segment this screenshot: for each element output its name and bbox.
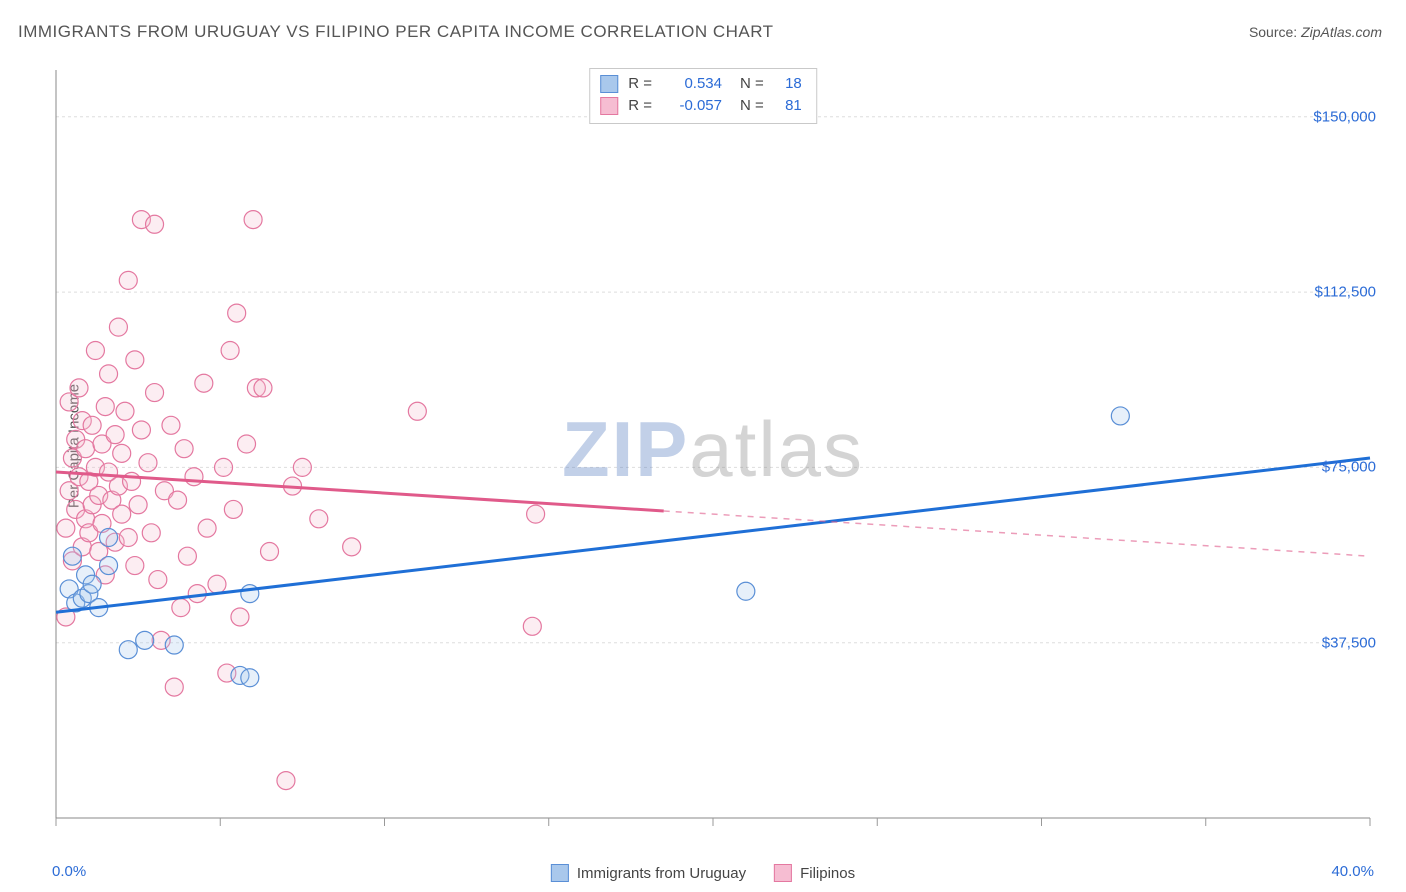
- r-label: R =: [628, 95, 652, 117]
- x-axis-max-label: 40.0%: [1331, 863, 1374, 880]
- correlation-row-uruguay: R = 0.534 N = 18: [600, 73, 802, 95]
- n-value-uruguay: 18: [774, 73, 802, 95]
- correlation-legend: R = 0.534 N = 18 R = -0.057 N = 81: [589, 68, 817, 124]
- y-tick-label: $150,000: [1313, 108, 1376, 125]
- legend-item-filipinos: Filipinos: [774, 864, 855, 882]
- chart-title: IMMIGRANTS FROM URUGUAY VS FILIPINO PER …: [18, 22, 774, 42]
- scatter-chart-svg: [52, 66, 1374, 848]
- legend-label-filipinos: Filipinos: [800, 865, 855, 882]
- swatch-filipinos: [600, 97, 618, 115]
- legend-swatch-uruguay: [551, 864, 569, 882]
- y-tick-label: $112,500: [1315, 284, 1376, 301]
- r-value-uruguay: 0.534: [662, 73, 722, 95]
- source-value: ZipAtlas.com: [1301, 24, 1382, 40]
- correlation-row-filipinos: R = -0.057 N = 81: [600, 95, 802, 117]
- legend-label-uruguay: Immigrants from Uruguay: [577, 865, 746, 882]
- n-value-filipinos: 81: [774, 95, 802, 117]
- source-attribution: Source: ZipAtlas.com: [1249, 24, 1382, 40]
- n-label: N =: [740, 95, 764, 117]
- r-label: R =: [628, 73, 652, 95]
- legend-swatch-filipinos: [774, 864, 792, 882]
- x-axis-min-label: 0.0%: [52, 863, 86, 880]
- chart-plot-area: ZIPatlas: [52, 66, 1374, 848]
- swatch-uruguay: [600, 75, 618, 93]
- source-label: Source:: [1249, 24, 1297, 40]
- legend-item-uruguay: Immigrants from Uruguay: [551, 864, 746, 882]
- y-tick-label: $75,000: [1322, 459, 1376, 476]
- n-label: N =: [740, 73, 764, 95]
- series-legend: Immigrants from Uruguay Filipinos: [551, 864, 855, 882]
- r-value-filipinos: -0.057: [662, 95, 722, 117]
- y-tick-label: $37,500: [1322, 634, 1376, 651]
